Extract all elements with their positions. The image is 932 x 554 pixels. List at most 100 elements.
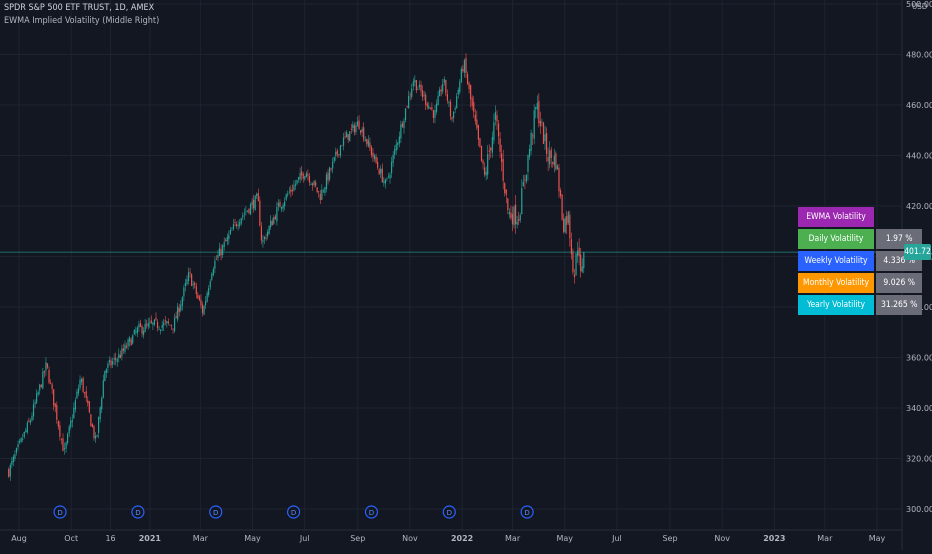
candle-body [11, 460, 13, 465]
candle-body [318, 191, 320, 193]
candle-body [141, 326, 143, 334]
candle-body [124, 344, 126, 352]
candle-body [428, 105, 430, 109]
candle-body [398, 136, 400, 144]
candle-body [263, 236, 266, 240]
candle-body [280, 206, 283, 210]
candle-body [287, 193, 289, 195]
candle-body [556, 165, 559, 170]
candle-body [499, 138, 501, 152]
candle-body [195, 285, 197, 295]
candle-body [542, 122, 545, 145]
candle-body [522, 181, 524, 187]
candle-body [302, 174, 304, 179]
candle-body [22, 438, 24, 440]
candle-body [511, 214, 514, 225]
candle-body [341, 145, 343, 147]
candle-body [378, 169, 380, 175]
candle-body [119, 355, 121, 358]
candle-body [8, 469, 10, 477]
candle-body [524, 179, 526, 181]
symbol-title: SPDR S&P 500 ETF TRUST, 1D, AMEX [4, 3, 155, 13]
candle-body [553, 155, 555, 166]
candle-body [432, 110, 435, 118]
candle-body [389, 174, 391, 179]
candle-body [150, 320, 152, 323]
candle-body [26, 422, 28, 433]
dividend-marker[interactable]: D [286, 505, 301, 519]
candle-body [161, 325, 163, 329]
candle-body [406, 106, 408, 107]
candle-body [25, 430, 27, 432]
candle-body [288, 191, 290, 193]
candle-body [483, 167, 486, 175]
x-tick-label: 2022 [451, 534, 473, 543]
candle-body [392, 154, 394, 163]
candle-body [102, 380, 104, 398]
y-tick-label: 300.00 [906, 505, 932, 514]
candle-body [294, 184, 297, 186]
candle-body [460, 68, 462, 83]
candle-body [32, 404, 35, 417]
candle-body [274, 216, 276, 220]
dividend-marker[interactable]: D [209, 505, 223, 519]
y-tick-label: 340.00 [906, 404, 932, 413]
candle-body [132, 335, 134, 344]
candle-body [451, 117, 453, 120]
currency-label: USD [912, 2, 928, 11]
candle-body [129, 337, 131, 342]
candle-body [28, 420, 30, 422]
dividend-marker-label: D [524, 509, 529, 517]
candle-body [153, 319, 156, 325]
candle-body [63, 448, 66, 450]
candle-body [471, 98, 473, 107]
candle-body [9, 464, 11, 477]
candle-body [251, 201, 253, 206]
candle-body [397, 142, 399, 146]
candle-body [446, 94, 448, 101]
candle-body [386, 178, 388, 179]
candle-body [57, 421, 59, 427]
x-tick-label: Jul [611, 534, 622, 543]
candle-body [147, 323, 149, 327]
x-tick-label: May [869, 534, 886, 543]
dividend-marker-circle [209, 505, 223, 519]
candle-body [452, 111, 455, 118]
candle-body [304, 176, 306, 180]
dividend-marker[interactable]: D [364, 505, 379, 519]
candle-body [566, 215, 568, 225]
x-tick-label: Nov [402, 534, 418, 543]
candle-body [82, 378, 84, 392]
candle-body [177, 306, 179, 320]
dividend-marker[interactable]: D [442, 505, 456, 519]
candle-body [530, 132, 532, 151]
candle-body [344, 136, 346, 138]
candle-body [163, 322, 165, 326]
candle-body [308, 176, 311, 183]
candle-body [485, 171, 487, 176]
dividend-marker[interactable]: D [53, 505, 67, 519]
candle-body [76, 391, 78, 399]
candle-body [146, 324, 148, 326]
candle-body [349, 131, 351, 142]
candle-body [181, 297, 183, 306]
candle-body [440, 89, 442, 92]
candle-body [468, 83, 470, 90]
dividend-marker[interactable]: D [131, 505, 145, 519]
candle-body [189, 272, 191, 274]
candle-body [437, 95, 439, 105]
candle-body [67, 433, 69, 443]
candle-body [358, 120, 360, 129]
candle-body [71, 419, 73, 422]
dividend-marker[interactable]: D [520, 505, 534, 519]
candle-body [477, 125, 479, 140]
candle-body [90, 414, 92, 427]
candle-body [59, 425, 61, 437]
candle-body [429, 107, 431, 109]
candle-body [198, 296, 200, 300]
candle-body [127, 339, 129, 347]
candle-body [94, 435, 97, 439]
candle-body [319, 194, 321, 201]
